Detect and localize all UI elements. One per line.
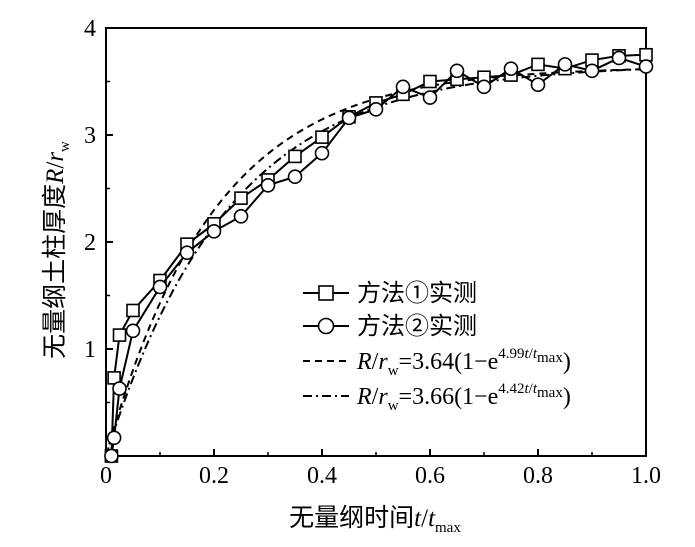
- series-2-point: [152, 279, 168, 295]
- series-1-point: [531, 57, 545, 72]
- series-2-point: [125, 323, 141, 339]
- series-2-point: [341, 110, 357, 126]
- x-tick-label: 0.8: [523, 463, 553, 489]
- x-tick-label: 0: [100, 463, 112, 489]
- series-2-point: [530, 77, 546, 93]
- series-1-point: [234, 191, 248, 205]
- y-axis-title-text: 无量纲土柱厚度: [41, 184, 69, 359]
- series-2-point: [611, 50, 627, 66]
- x-axis-title-var: t: [414, 505, 422, 532]
- series-2-point: [503, 61, 519, 76]
- series-1-point: [126, 303, 140, 318]
- legend-label-series-1: 方法①实测: [357, 280, 477, 307]
- legend-square-marker: [318, 285, 334, 301]
- y-tick-label: 4: [84, 16, 96, 42]
- x-tick-label: 1.0: [631, 463, 661, 489]
- series-2-point: [476, 79, 492, 95]
- y-axis-title-var2: r: [42, 152, 69, 162]
- legend-circle-marker: [317, 317, 335, 335]
- series-2-point: [179, 245, 195, 260]
- series-1-point: [315, 130, 329, 144]
- y-tick-label: 1: [84, 337, 96, 363]
- y-axis-title: 无量纲土柱厚度R/rw: [41, 141, 73, 359]
- legend-item-series-2: 方法②实测: [303, 313, 477, 340]
- axes: 0 0.2 0.4 0.6 0.8 1.0 1 2 3 4: [84, 16, 661, 489]
- x-tick-label: 0.4: [307, 463, 337, 489]
- legend-label-fit-2: R/rw=3.66(1−e4.42t/tmax): [356, 381, 571, 414]
- series-2-point: [368, 102, 384, 117]
- legend-item-series-1: 方法①实测: [303, 280, 477, 307]
- series-2-point: [206, 224, 222, 239]
- y-axis-title-slash: /: [42, 162, 69, 169]
- x-axis-title-sub: max: [435, 520, 461, 536]
- legend-item-fit-2: R/rw=3.66(1−e4.42t/tmax): [303, 381, 571, 414]
- y-tick-label: 3: [84, 123, 96, 149]
- series-layer: [104, 47, 654, 464]
- series-2-point: [287, 169, 303, 185]
- x-axis-title: 无量纲时间t/tmax: [289, 504, 461, 536]
- legend-label-fit-1: R/rw=3.64(1−e4.99t/tmax): [356, 346, 571, 379]
- series-2-point: [112, 381, 127, 396]
- series-2-point: [638, 59, 654, 74]
- series-2-point: [233, 209, 249, 224]
- x-tick-label: 0.6: [415, 463, 445, 489]
- series-2-point: [395, 79, 411, 95]
- legend-item-fit-1: R/rw=3.64(1−e4.99t/tmax): [303, 346, 571, 379]
- series-2-point: [422, 90, 438, 105]
- series-2-point: [557, 57, 573, 72]
- x-tick-label: 0.2: [199, 463, 229, 489]
- series-2-point: [449, 63, 465, 79]
- series-1-point: [112, 328, 127, 342]
- series-1-point: [288, 149, 302, 164]
- series-2-point: [104, 448, 119, 464]
- series-1-point: [423, 74, 437, 89]
- x-axis-title-slash: /: [421, 505, 428, 532]
- series-2-point: [260, 177, 276, 193]
- y-axis-title-var: R: [42, 169, 69, 185]
- legend: 方法①实测 方法②实测 R/rw=3.64(1−e4.99t/tmax) R/r…: [303, 280, 571, 414]
- x-axis-title-text: 无量纲时间: [289, 504, 414, 532]
- y-axis-title-sub: w: [57, 141, 73, 152]
- y-tick-label: 2: [84, 230, 96, 256]
- series-1-point: [639, 47, 653, 62]
- legend-label-series-2: 方法②实测: [357, 313, 477, 340]
- series-2-point: [584, 63, 600, 79]
- series-2-point: [314, 145, 330, 161]
- x-axis-title-var2: t: [428, 505, 436, 532]
- series-2-point: [106, 430, 122, 446]
